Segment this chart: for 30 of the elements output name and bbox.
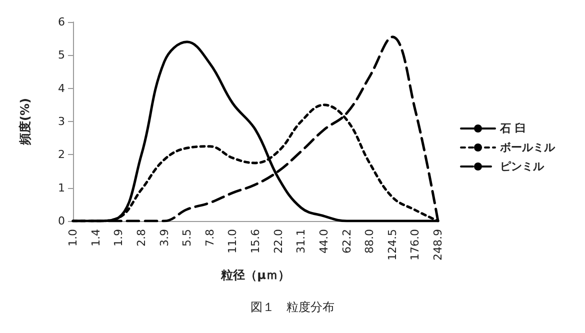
y-tick-label: 5 [58,48,65,62]
y-tick-label: 2 [58,148,65,162]
x-tick-label: 1.4 [89,229,102,246]
x-tick-label: 3.9 [158,229,171,246]
x-tick-label: 11.0 [226,229,240,254]
x-tick-label: 22.0 [272,229,285,254]
y-tick-label: 4 [58,82,65,95]
x-tick-label: 15.6 [249,229,262,254]
x-tick-label: 2.8 [134,229,148,246]
y-tick-label: 1 [58,181,65,194]
legend-label: 石 臼 [499,122,526,135]
y-tick-label: 3 [58,115,65,128]
x-tick-label: 7.8 [203,229,216,246]
x-tick-label: 44.0 [317,229,330,254]
y-axis-title: 頻度(%) [18,98,32,146]
legend-label: ピンミル [500,160,545,173]
x-tick-label: 1.9 [112,229,126,246]
text: 図１ 粒度分布 [250,300,334,314]
x-tick-label: 176.0 [408,229,422,260]
x-tick-label: 5.5 [180,229,194,246]
x-tick-label: 62.2 [340,229,354,254]
x-tick-label: 31.1 [294,229,308,254]
x-tick-label: 1.0 [66,229,80,246]
y-tick-label: 0 [58,214,65,228]
x-tick-label: 124.5 [386,229,399,260]
x-axis-title: 粒径（μｍ） [220,268,290,282]
legend-label: ボールミル [499,141,556,154]
x-tick-label: 248.9 [432,229,444,260]
x-tick-label: 88.0 [363,229,376,254]
y-tick-label: 6 [58,16,65,28]
